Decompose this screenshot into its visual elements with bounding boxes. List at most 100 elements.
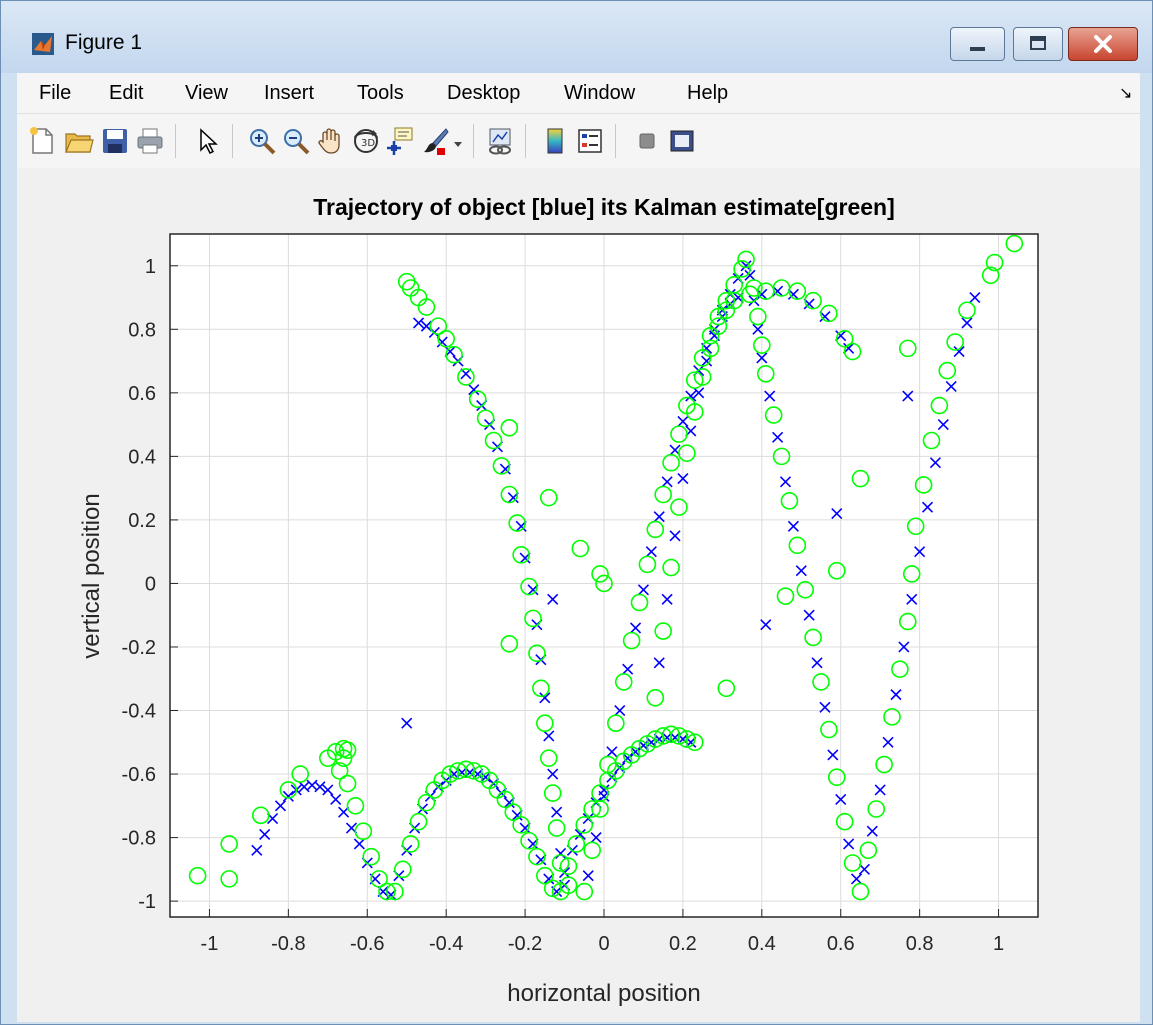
estimate-point-marker [867,800,886,818]
open-file-icon[interactable] [64,126,94,156]
measured-point-marker [547,593,559,605]
estimate-point-marker [662,453,680,472]
window-title: Figure 1 [65,31,143,54]
measured-point-marker [661,476,673,488]
measured-point-marker [259,828,271,840]
measured-point-marker [898,641,910,653]
estimate-point-marker [492,457,511,475]
estimate-point-marker [875,755,893,774]
measured-point-marker [653,511,665,523]
close-icon [1094,35,1112,53]
menu-desktop[interactable]: Desktop [447,82,521,104]
menu-help[interactable]: Help [687,82,729,104]
estimate-point-marker [678,730,696,748]
menu-edit[interactable]: Edit [109,82,144,104]
toolbar-separator [175,124,176,158]
measured-point-marker [468,384,480,396]
estimate-point-marker [551,854,570,872]
measured-point-marker [314,781,326,793]
minimize-button[interactable] [950,27,1005,61]
y-tick-label: 0.4 [128,446,156,468]
estimate-point-marker [496,790,515,809]
x-tick-label: -1 [201,933,219,955]
estimate-point-marker [437,330,455,348]
estimate-point-marker [583,841,601,860]
estimate-point-marker [906,517,925,536]
colorbar-icon[interactable] [540,126,570,156]
estimate-point-marker [512,816,530,834]
close-button[interactable] [1068,27,1138,61]
y-tick-label: 0.8 [128,319,156,341]
estimate-point-marker [607,714,625,733]
measured-point-marker [661,593,673,605]
menu-file[interactable]: File [39,82,72,104]
x-tick-label: 0 [598,933,609,955]
legend-icon[interactable] [575,126,605,156]
estimate-point-marker [938,361,957,380]
dock-arrow-icon[interactable]: ↘ [1119,85,1133,102]
estimate-point-marker [733,260,751,278]
estimate-point-marker [386,882,404,901]
estimate-point-marker [820,304,838,323]
measured-point-marker [914,546,926,558]
title-bar[interactable]: Figure 1 [1,1,1152,73]
new-figure-icon[interactable] [27,126,57,156]
print-icon[interactable] [135,126,165,156]
measured-point-marker [787,520,799,532]
zoom-in-icon[interactable] [247,126,277,156]
estimate-point-marker [717,679,736,698]
measured-point-marker [677,415,689,427]
estimate-point-marker [725,291,744,310]
estimate-point-marker [638,555,657,574]
measured-point-marker [322,784,334,796]
menu-window[interactable]: Window [564,82,636,104]
estimate-point-marker [539,488,558,507]
link-plot-icon[interactable] [485,126,515,156]
data-cursor-icon[interactable] [385,126,415,156]
measured-point-marker [401,717,413,729]
estimate-point-marker [500,418,519,437]
brush-dropdown-icon[interactable] [450,126,466,156]
estimate-point-marker [851,882,870,901]
estimate-point-marker [902,565,921,583]
y-tick-label: 0.2 [128,510,156,532]
estimate-point-marker [370,870,388,888]
show-plot-tools-icon[interactable] [667,126,697,156]
estimate-point-marker [520,577,538,596]
save-icon[interactable] [100,126,130,156]
menu-insert[interactable]: Insert [264,82,315,104]
measured-point-marker [937,419,949,431]
y-tick-label: -0.4 [122,701,156,723]
pointer-icon[interactable] [193,126,223,156]
estimate-point-marker [504,803,523,821]
measured-point-marker [614,704,626,717]
measured-point-marker [902,390,914,402]
estimate-point-marker [417,793,436,812]
hide-plot-tools-icon[interactable] [632,126,662,156]
estimate-point-marker [188,866,207,885]
pan-hand-icon[interactable] [315,126,345,156]
estimate-point-marker [788,536,807,555]
estimate-point-marker [346,797,365,815]
measured-point-marker [539,692,551,704]
estimate-point-marker [981,266,1000,285]
estimate-point-marker [843,342,862,361]
estimate-point-marker [646,689,665,707]
brush-icon[interactable] [420,126,450,156]
rotate-3d-icon[interactable]: 3D [351,126,381,156]
menu-bar: File Edit View Insert Tools Desktop Wind… [17,73,1140,113]
x-tick-label: 0.8 [906,933,934,955]
measured-point-marker [677,473,689,485]
maximize-button[interactable] [1013,27,1063,61]
measured-point-marker [890,689,902,701]
estimate-point-marker [820,720,838,739]
menu-view[interactable]: View [185,82,228,104]
menu-tools[interactable]: Tools [357,82,404,104]
scatter-chart: -1 -0.8 -0.6 -0.4 -0.2 0 0.2 0.4 0.6 0.8 1 -1 -0.8 -0… [78,194,1039,1007]
measured-point-marker [772,431,784,443]
measured-point-marker [420,320,433,332]
zoom-out-icon[interactable] [281,126,311,156]
estimate-point-marker [393,860,412,879]
estimate-point-marker [338,774,357,793]
estimate-point-marker [528,847,546,866]
